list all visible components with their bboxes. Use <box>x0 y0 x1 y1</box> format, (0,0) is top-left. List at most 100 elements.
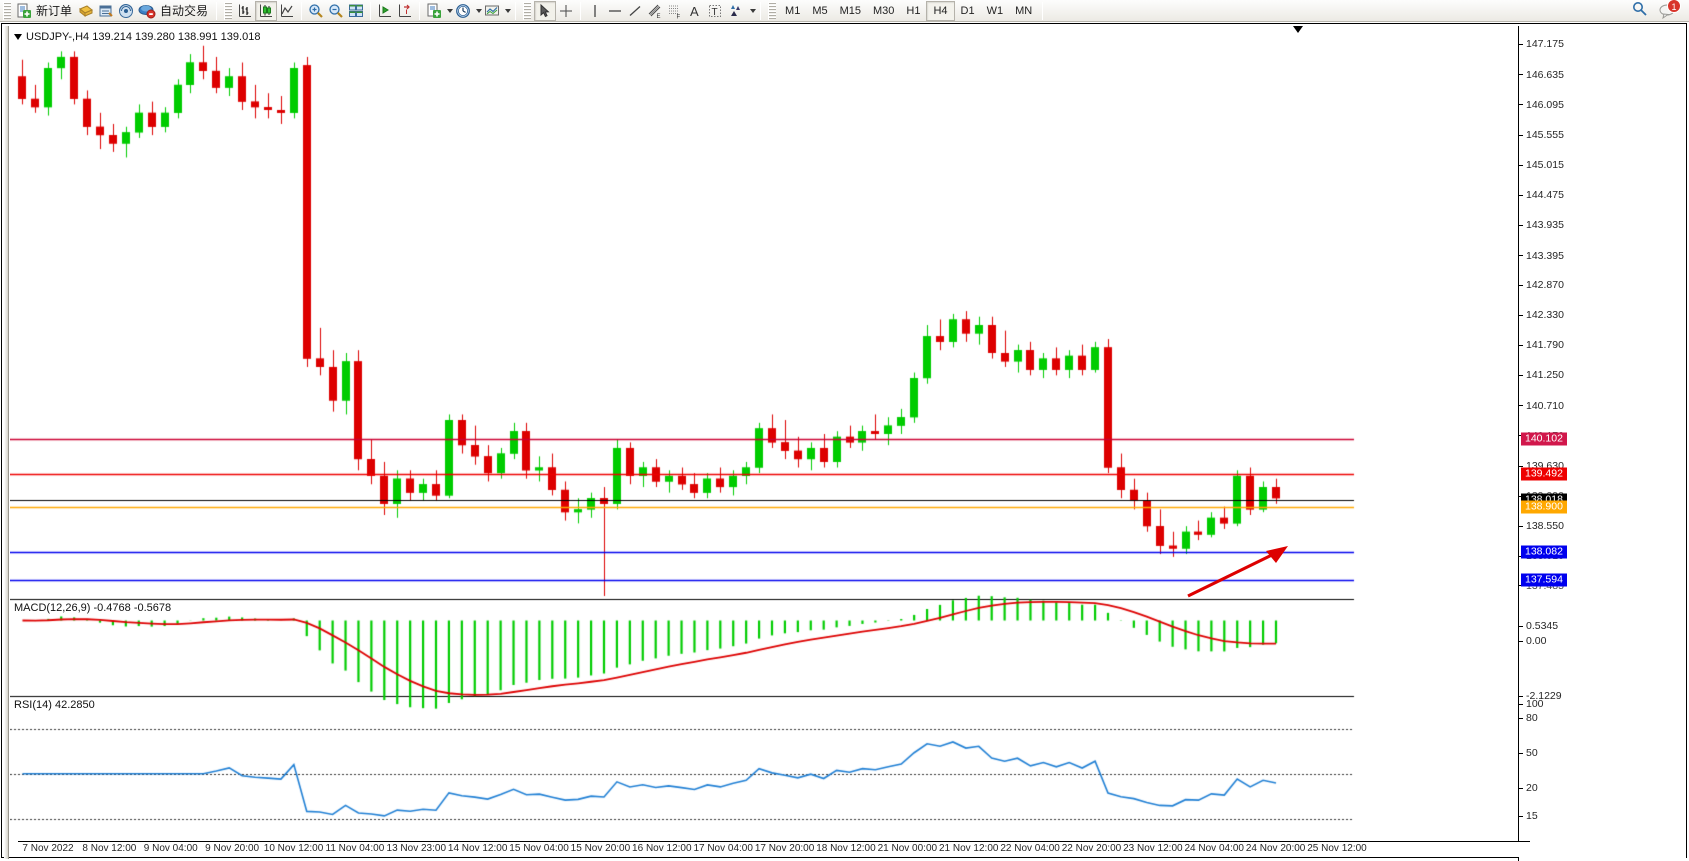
time-tick: 15 Nov 20:00 <box>570 843 631 854</box>
toolbar-separator-2 <box>301 1 303 20</box>
tile-windows-icon[interactable] <box>346 1 366 21</box>
navigator-icon[interactable] <box>116 1 136 21</box>
time-tick: 14 Nov 12:00 <box>447 843 508 854</box>
toolbar-separator-5 <box>515 1 517 20</box>
price-tick: 141.790 <box>1519 339 1564 351</box>
timeframe-mn[interactable]: MN <box>1015 4 1033 17</box>
support-level-label[interactable]: 138.082 <box>1521 545 1567 559</box>
text-icon[interactable]: A <box>685 1 705 21</box>
chart-title[interactable]: USDJPY-,H4 139.214 139.280 138.991 139.0… <box>14 31 260 43</box>
time-tick: 24 Nov 04:00 <box>1184 843 1244 854</box>
vertical-line-icon[interactable] <box>585 1 605 21</box>
templates-chevron-down-icon[interactable] <box>505 8 512 13</box>
rsi-indicator-title[interactable]: RSI(14) 42.2850 <box>14 699 95 711</box>
periods-chevron-down-icon[interactable] <box>476 8 483 13</box>
equidistant-channel-icon[interactable]: E <box>645 1 665 21</box>
indicators-chevron-down-icon[interactable] <box>447 8 454 13</box>
candlestick-chart-icon[interactable] <box>255 0 278 21</box>
timeframe-w1[interactable]: W1 <box>986 4 1004 17</box>
trendline-icon[interactable] <box>625 1 645 21</box>
timeframe-h4[interactable]: H4 <box>926 0 955 21</box>
timeframe-m15[interactable]: M15 <box>839 4 861 17</box>
price-tick: 140.710 <box>1519 400 1564 412</box>
timeframe-m5[interactable]: M5 <box>812 4 828 17</box>
line-chart-icon[interactable] <box>277 1 297 21</box>
toolbar-grip-2[interactable] <box>224 1 233 20</box>
price-scale[interactable]: 147.175 146.635 146.095 145.555 145.015 144.4… <box>1518 26 1686 861</box>
toolbar-separator-6 <box>580 1 582 20</box>
notifications-icon[interactable]: 1 <box>1659 0 1681 20</box>
fibonacci-icon[interactable]: F <box>665 1 685 21</box>
autotrading-icon[interactable] <box>136 1 158 21</box>
timeframe-m30[interactable]: M30 <box>873 4 895 17</box>
horizontal-line-icon[interactable] <box>605 1 625 21</box>
time-tick: 22 Nov 04:00 <box>1000 843 1060 854</box>
new-order-icon[interactable] <box>14 1 34 21</box>
timeframe-h1[interactable]: H1 <box>906 4 921 17</box>
pivot-level-label[interactable]: 138.900 <box>1521 500 1567 514</box>
price-tick: 141.250 <box>1519 369 1564 381</box>
text-label-icon[interactable]: T <box>705 1 725 21</box>
support-level-2-label[interactable]: 137.594 <box>1521 573 1567 587</box>
chart-window: USDJPY-,H4 139.214 139.280 138.991 139.0… <box>0 22 1689 861</box>
market-watch-icon[interactable] <box>96 1 116 21</box>
objects-icon[interactable] <box>725 1 747 21</box>
crosshair-icon[interactable] <box>556 1 576 21</box>
indicators-icon[interactable] <box>424 1 444 21</box>
auto-scroll-icon[interactable] <box>375 1 395 21</box>
time-tick: 16 Nov 12:00 <box>632 843 692 854</box>
bar-chart-icon[interactable] <box>235 1 255 21</box>
rsi-tick: 100 <box>1519 698 1544 710</box>
price-tick: 142.330 <box>1519 309 1564 321</box>
time-tick: 21 Nov 12:00 <box>938 843 999 854</box>
time-tick: 7 Nov 2022 <box>22 843 74 854</box>
toolbar-separator <box>216 1 218 20</box>
svg-text:T: T <box>712 7 718 18</box>
rsi-tick: 20 <box>1519 782 1538 794</box>
timeframe-m1[interactable]: M1 <box>785 4 801 17</box>
autotrading-label[interactable]: 自动交易 <box>160 4 209 18</box>
toolbar-separator-4 <box>419 1 421 20</box>
chart-title-text: USDJPY-,H4 139.214 139.280 138.991 139.0… <box>26 31 261 43</box>
svg-text:E: E <box>657 14 661 19</box>
time-tick: 11 Nov 04:00 <box>325 843 385 854</box>
search-icon[interactable] <box>1631 0 1649 21</box>
resistance-level-2-label[interactable]: 139.492 <box>1521 467 1567 481</box>
toolbar-grip[interactable] <box>3 1 11 20</box>
profiles-icon[interactable] <box>76 1 96 21</box>
toolbar-grip-3[interactable] <box>523 1 532 20</box>
svg-text:A: A <box>690 4 699 19</box>
macd-tick: 0.5345 <box>1519 620 1558 632</box>
resistance-level-label[interactable]: 140.102 <box>1521 432 1567 446</box>
cursor-icon[interactable] <box>534 0 557 21</box>
toolbar-separator-8 <box>1042 1 1044 20</box>
toolbar-separator-7 <box>760 1 762 20</box>
timeframe-group: M1 M5 M15 M30 H1 H4 D1 W1 MN <box>779 0 1038 21</box>
periods-icon[interactable] <box>453 1 473 21</box>
chart-shift-icon[interactable] <box>395 1 415 21</box>
price-chart-canvas[interactable] <box>10 26 1522 844</box>
timeframe-d1[interactable]: D1 <box>960 4 975 17</box>
templates-icon[interactable] <box>482 1 502 21</box>
time-tick: 25 Nov 12:00 <box>1307 843 1367 854</box>
price-tick: 144.475 <box>1519 189 1564 201</box>
chart-vertical-splitter[interactable] <box>4 26 9 859</box>
chart-plot-container[interactable]: USDJPY-,H4 139.214 139.280 138.991 139.0… <box>10 26 1686 861</box>
price-tick: 145.555 <box>1519 129 1564 141</box>
price-tick: 143.935 <box>1519 219 1564 231</box>
zoom-out-icon[interactable] <box>326 1 346 21</box>
objects-chevron-down-icon[interactable] <box>750 8 757 13</box>
chart-border: USDJPY-,H4 139.214 139.280 138.991 139.0… <box>1 23 1687 861</box>
rsi-tick: 50 <box>1519 747 1538 759</box>
time-tick: 23 Nov 12:00 <box>1123 843 1183 854</box>
zoom-in-icon[interactable] <box>306 1 326 21</box>
macd-indicator-title[interactable]: MACD(12,26,9) -0.4768 -0.5678 <box>14 602 172 614</box>
time-axis[interactable]: 7 Nov 2022 8 Nov 12:00 9 Nov 04:00 9 Nov 20… <box>18 841 1530 857</box>
price-tick: 147.175 <box>1519 38 1564 50</box>
new-order-label[interactable]: 新订单 <box>36 4 73 18</box>
time-tick: 10 Nov 12:00 <box>263 843 324 854</box>
chart-menu-triangle-icon[interactable] <box>14 34 22 40</box>
time-tick: 8 Nov 12:00 <box>82 843 137 854</box>
svg-text:F: F <box>677 14 681 19</box>
toolbar-grip-4[interactable] <box>768 1 777 20</box>
